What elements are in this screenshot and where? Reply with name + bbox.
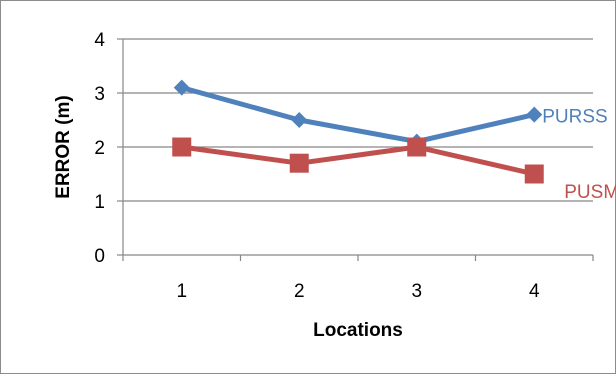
series-label: PUSM <box>564 182 616 203</box>
y-tick-label: 0 <box>94 246 105 267</box>
data-point <box>524 164 544 184</box>
x-tick-label: 1 <box>176 281 187 302</box>
y-tick-label: 3 <box>94 84 105 105</box>
data-point <box>526 106 543 123</box>
data-point <box>291 112 308 128</box>
data-point <box>173 79 190 96</box>
series-purss: PURSS <box>173 79 608 150</box>
y-axis-title: ERROR (m) <box>53 95 74 198</box>
data-point <box>289 153 309 173</box>
y-tick-label: 2 <box>94 138 105 159</box>
y-tick-label: 1 <box>94 192 105 213</box>
series-line <box>181 144 535 177</box>
data-point <box>172 137 192 157</box>
x-tick-label: 4 <box>529 281 540 302</box>
labels: ERROR (m) Locations 0 1 2 3 4 1 2 3 4 <box>53 30 540 341</box>
gridlines <box>123 38 593 202</box>
axes <box>117 38 594 261</box>
x-axis-title: Locations <box>313 320 403 341</box>
series-pusm: PUSM <box>172 137 616 203</box>
y-tick-label: 4 <box>94 30 105 51</box>
x-tick-label: 2 <box>294 281 305 302</box>
series-label: PURSS <box>542 107 607 128</box>
series-line <box>181 85 535 145</box>
x-tick-label: 3 <box>411 281 422 302</box>
series-group: PURSS PUSM <box>172 79 616 203</box>
data-point <box>407 137 427 157</box>
